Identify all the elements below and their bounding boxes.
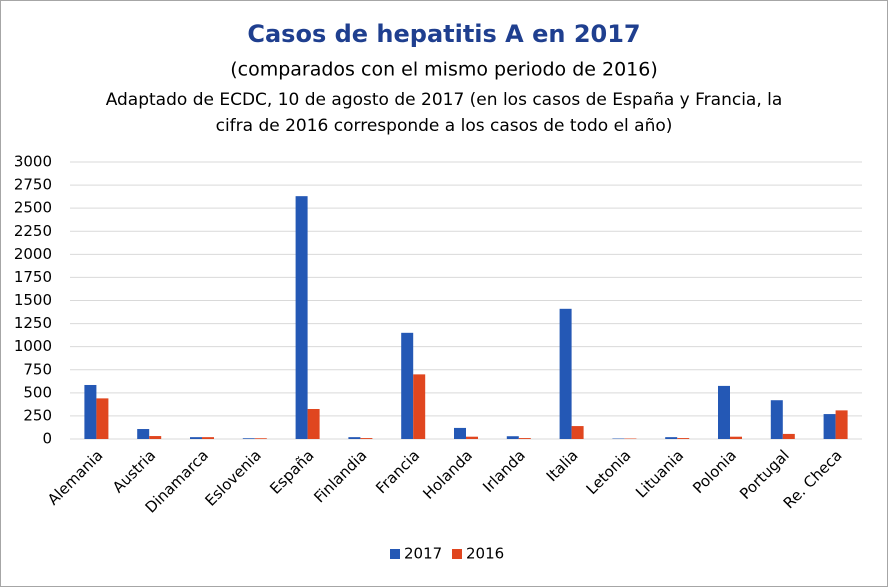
chart-note: Adaptado de ECDC, 10 de agosto de 2017 (… [106, 90, 783, 110]
y-tick-label: 2000 [14, 245, 52, 263]
y-tick-label: 1750 [14, 268, 52, 286]
bar [782, 433, 795, 439]
bar [571, 426, 584, 439]
bar [96, 398, 109, 439]
y-tick-label: 2250 [14, 222, 52, 240]
y-tick-label: 500 [23, 383, 52, 401]
bar [730, 436, 742, 439]
y-tick-label: 1000 [14, 337, 52, 355]
bar [466, 436, 478, 439]
bar [307, 408, 320, 439]
bar [677, 438, 690, 439]
bar [360, 438, 373, 439]
bar [718, 385, 730, 439]
legend-swatch [452, 549, 462, 559]
bar [254, 438, 267, 439]
bar [84, 384, 97, 439]
bar [348, 437, 361, 439]
bar [835, 410, 848, 439]
legend-swatch [390, 549, 400, 559]
bar [823, 414, 836, 439]
bar [202, 437, 214, 439]
y-tick-label: 3000 [14, 153, 52, 171]
chart-subtitle: (comparados con el mismo periodo de 2016… [230, 59, 658, 81]
y-tick-label: 2500 [14, 199, 52, 217]
y-tick-label: 250 [23, 406, 52, 424]
chart-title: Casos de hepatitis A en 2017 [247, 20, 640, 48]
legend-label: 2016 [466, 545, 504, 563]
bar [149, 436, 162, 439]
bar [295, 196, 308, 439]
legend-label: 2017 [404, 545, 442, 563]
bar [454, 427, 466, 439]
y-tick-label: 750 [23, 360, 52, 378]
bar [665, 437, 678, 439]
bar [401, 332, 414, 439]
bar [559, 308, 572, 439]
bar [137, 429, 150, 439]
bar [190, 437, 202, 439]
bar [242, 438, 255, 439]
y-tick-label: 1500 [14, 291, 52, 309]
y-tick-label: 2750 [14, 176, 52, 194]
bar [506, 436, 519, 439]
chart-note: cifra de 2016 corresponde a los casos de… [216, 116, 673, 136]
y-tick-label: 1250 [14, 314, 52, 332]
bar [770, 400, 783, 439]
bar [518, 438, 531, 439]
y-tick-label: 0 [42, 430, 52, 448]
bar [413, 374, 426, 439]
